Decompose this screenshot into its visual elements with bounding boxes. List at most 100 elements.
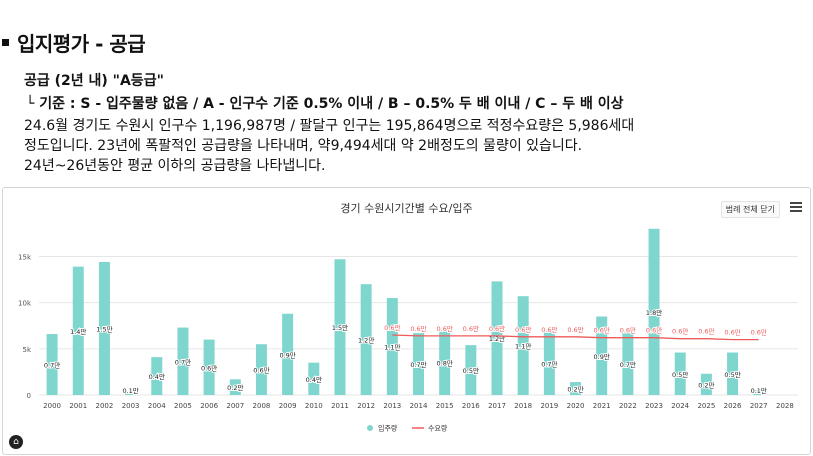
supply-bar (674, 352, 686, 395)
supply-bar (727, 352, 739, 395)
supply-data-label: 0.2만 (227, 383, 243, 392)
supply-data-label: 0.4만 (306, 375, 322, 384)
y-tick-label: 10k (18, 300, 32, 308)
x-tick-label: 2028 (776, 402, 794, 410)
y-tick-label: 15k (18, 253, 32, 261)
x-tick-label: 2021 (593, 402, 611, 410)
x-tick-label: 2012 (357, 402, 375, 410)
x-tick-label: 2005 (174, 402, 192, 410)
y-tick-label: 0 (27, 392, 31, 400)
page-title: 입지평가 - 공급 (17, 32, 146, 56)
demand-data-label: 0.6만 (620, 326, 636, 335)
legend-supply-swatch (367, 425, 373, 431)
x-tick-label: 2022 (619, 402, 637, 410)
supply-bar (386, 298, 398, 395)
supply-bar (177, 327, 189, 395)
demand-data-label: 0.6만 (384, 323, 400, 332)
chart-card: 경기 수원시기간별 수요/입주 범례 전체 닫기 0 5k 10k 15k 2000 20… (2, 187, 811, 455)
demand-data-label: 0.6만 (541, 325, 557, 334)
demand-data-label: 0.6만 (724, 328, 740, 337)
supply-bar (543, 332, 555, 395)
x-tick-label: 2025 (697, 402, 715, 410)
supply-bar (491, 281, 503, 395)
chart-svg: 0 5k 10k 15k 2000 2001 2002 2003 2004 2005 2006 200… (18, 228, 798, 433)
x-tick-label: 2019 (540, 402, 558, 410)
demand-data-label: 0.6만 (489, 324, 505, 333)
supply-data-label: 0.7만 (175, 357, 191, 366)
supply-bar (413, 333, 424, 395)
supply-data-label: 0.6만 (253, 366, 269, 375)
supply-bar (46, 334, 58, 395)
supply-data-label: 0.2만 (567, 385, 583, 394)
x-tick-label: 2008 (253, 402, 271, 410)
chart-title: 경기 수원시기간별 수요/입주 (340, 202, 473, 215)
supply-bar (72, 266, 84, 395)
supply-bar (517, 296, 529, 395)
demand-line (392, 334, 759, 341)
demand-data-label: 0.6만 (751, 328, 767, 337)
x-tick-label: 2010 (305, 402, 323, 410)
x-tick-label: 2026 (724, 402, 742, 410)
supply-bar (229, 379, 241, 395)
x-tick-label: 2018 (514, 402, 532, 410)
demand-data-label: 0.6만 (672, 327, 688, 336)
x-tick-label: 2007 (226, 402, 244, 410)
x-tick-label: 2000 (43, 402, 61, 410)
supply-bar (360, 284, 372, 395)
supply-bar (570, 382, 582, 395)
supply-data-label: 1.8만 (646, 308, 662, 317)
supply-data-label: 0.6만 (201, 363, 217, 372)
paragraph-line-3: 24년~26년동안 평균 이하의 공급량을 나타냅니다. (24, 158, 326, 174)
supply-bar (203, 339, 215, 395)
x-tick-label: 2014 (410, 402, 428, 410)
x-tick-label: 2024 (671, 402, 689, 410)
supply-data-label: 1.1만 (515, 342, 531, 351)
supply-data-label: 0.4만 (149, 372, 165, 381)
section-header: 입지평가 - 공급 (2, 28, 146, 57)
supply-bar (282, 313, 294, 395)
hamburger-menu-icon[interactable] (790, 202, 802, 212)
demand-data-label: 0.6만 (567, 325, 583, 334)
supply-data-label: 1.5만 (332, 323, 348, 332)
paragraph-line-1: 24.6월 경기도 수원시 인구수 1,196,987명 / 팔달구 인구는 1… (24, 118, 635, 134)
grade-line: 공급 (2년 내) "A등급" (24, 73, 164, 89)
supply-bar (700, 373, 712, 395)
demand-data-label: 0.6만 (594, 326, 610, 335)
x-tick-label: 2011 (331, 402, 349, 410)
x-tick-label: 2016 (462, 402, 480, 410)
legend-demand-label: 수요량 (428, 425, 448, 433)
supply-bar (622, 333, 634, 395)
supply-data-label: 0.9만 (279, 350, 295, 359)
supply-data-label: 0.7만 (410, 360, 426, 369)
supply-data-label: 0.5만 (463, 366, 479, 375)
x-tick-label: 2002 (96, 402, 114, 410)
supply-bar (439, 330, 451, 395)
x-tick-label: 2017 (488, 402, 506, 410)
x-tick-label: 2001 (69, 402, 87, 410)
supply-bar (255, 344, 267, 395)
x-tick-label: 2020 (567, 402, 585, 410)
x-tick-label: 2003 (122, 402, 140, 410)
y-tick-label: 5k (22, 346, 31, 354)
x-tick-label: 2004 (148, 402, 166, 410)
supply-data-label: 1.1만 (384, 343, 400, 352)
supply-data-label: 1.2만 (489, 334, 505, 343)
paragraph-line-2: 정도입니다. 23년에 폭팔적인 공급량을 나타내며, 약9,494세대 약 2… (24, 138, 583, 154)
supply-bar (308, 362, 320, 395)
criteria-line: └ 기준 : S - 입주물량 없음 / A - 인구수 기준 0.5% 이내 … (26, 96, 624, 112)
supply-data-label: 0.7만 (541, 360, 557, 369)
supply-bar (334, 259, 346, 395)
supply-data-label: 0.8만 (437, 359, 453, 368)
legend-toggle-button[interactable]: 범례 전체 닫기 (720, 201, 780, 218)
supply-bar (465, 345, 477, 395)
home-icon[interactable]: ⌂ (9, 435, 23, 449)
supply-data-label: 0.1만 (751, 386, 767, 395)
supply-data-label: 0.9만 (594, 352, 610, 361)
supply-bar (596, 316, 608, 395)
supply-data-label: 0.1만 (122, 386, 138, 395)
x-tick-label: 2015 (436, 402, 454, 410)
x-tick-label: 2006 (200, 402, 218, 410)
supply-data-label: 1.4만 (70, 327, 86, 336)
demand-data-label: 0.6만 (437, 324, 453, 333)
legend-supply-label: 입주량 (378, 425, 398, 433)
